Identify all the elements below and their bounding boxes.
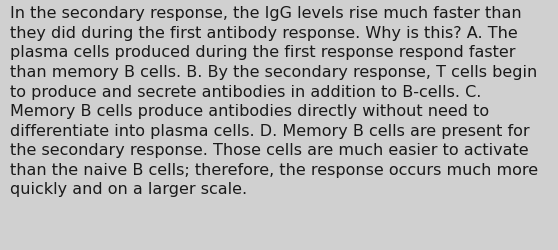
Text: In the secondary response, the IgG levels rise much faster than
they did during : In the secondary response, the IgG level… [10,6,538,196]
